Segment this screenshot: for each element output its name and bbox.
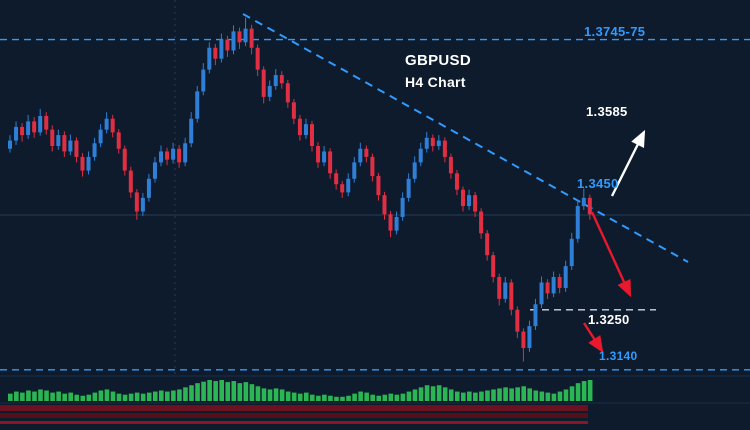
support-arrow-down [582,322,604,354]
candles [8,17,592,362]
price-label-resistance-zone: 1.3745-75 [584,24,646,39]
descending-trendline [242,13,689,263]
ribbon-strip-1 [0,413,588,418]
timeframe-label: H4 Chart [405,74,466,90]
price-label-up-target: 1.3585 [586,104,628,119]
price-label-down-target: 1.3250 [588,312,630,327]
ribbon-strip-0 [0,405,588,411]
projection-arrow-down [590,211,632,298]
projection-arrow-up [610,129,646,197]
symbol-label: GBPUSD [405,52,471,69]
price-label-pivot: 1.3450 [577,176,619,191]
oscillator-histogram [8,380,593,401]
ribbon-strip-2 [0,421,588,424]
price-label-support: 1.3140 [599,349,638,363]
